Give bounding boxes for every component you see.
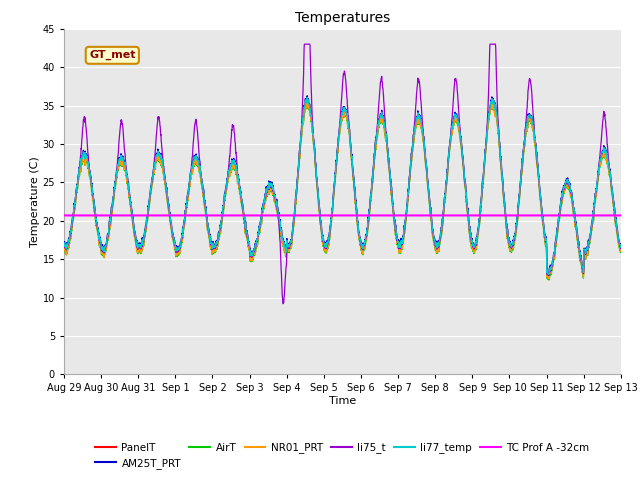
li75_t (216, 231, 223, 237)
li75_t (568, 195, 576, 201)
AirT (617, 249, 625, 255)
AM25T_PRT (504, 234, 512, 240)
NR01_PRT (504, 239, 512, 245)
li75_t (617, 245, 625, 251)
li77_temp (371, 151, 379, 156)
AM25T_PRT (216, 228, 223, 234)
Text: GT_met: GT_met (89, 50, 136, 60)
li77_temp (545, 271, 552, 277)
PanelT (216, 230, 223, 236)
NR01_PRT (568, 197, 576, 203)
PanelT (568, 194, 576, 200)
AM25T_PRT (568, 192, 576, 198)
AM25T_PRT (371, 150, 379, 156)
NR01_PRT (545, 276, 553, 282)
PanelT (371, 153, 379, 159)
PanelT (617, 245, 625, 251)
Y-axis label: Temperature (C): Temperature (C) (29, 156, 40, 247)
TC Prof A -32cm (216, 213, 223, 218)
li77_temp (303, 95, 311, 100)
PanelT (545, 274, 553, 280)
Line: NR01_PRT: NR01_PRT (64, 100, 621, 279)
li75_t (371, 145, 379, 151)
PanelT (504, 237, 512, 242)
TC Prof A -32cm (504, 213, 512, 218)
AirT (216, 234, 223, 240)
X-axis label: Time: Time (329, 396, 356, 406)
NR01_PRT (60, 244, 68, 250)
AirT (60, 246, 68, 252)
NR01_PRT (303, 97, 311, 103)
li75_t (505, 238, 513, 243)
Line: li75_t: li75_t (64, 44, 621, 304)
Line: AM25T_PRT: AM25T_PRT (64, 96, 621, 274)
li75_t (301, 41, 308, 47)
li75_t (280, 301, 287, 307)
Line: li77_temp: li77_temp (64, 97, 621, 274)
AM25T_PRT (545, 271, 553, 277)
AirT (545, 277, 553, 283)
li77_temp (568, 193, 576, 199)
Line: PanelT: PanelT (64, 97, 621, 277)
li77_temp (60, 240, 68, 246)
TC Prof A -32cm (583, 213, 591, 218)
li77_temp (617, 244, 625, 250)
NR01_PRT (584, 250, 591, 256)
TC Prof A -32cm (568, 213, 575, 218)
AirT (568, 198, 576, 204)
Line: AirT: AirT (64, 102, 621, 280)
li77_temp (584, 246, 591, 252)
AM25T_PRT (584, 245, 591, 251)
PanelT (584, 248, 591, 254)
AirT (371, 156, 379, 162)
Legend: PanelT, AM25T_PRT, AirT, NR01_PRT, li75_t, li77_temp, TC Prof A -32cm: PanelT, AM25T_PRT, AirT, NR01_PRT, li75_… (92, 438, 593, 473)
li77_temp (359, 243, 367, 249)
NR01_PRT (216, 233, 223, 239)
PanelT (359, 244, 367, 250)
AM25T_PRT (60, 240, 68, 245)
Title: Temperatures: Temperatures (295, 11, 390, 25)
TC Prof A -32cm (617, 213, 625, 218)
AM25T_PRT (303, 93, 311, 99)
li75_t (359, 247, 367, 253)
li77_temp (216, 229, 223, 235)
NR01_PRT (359, 246, 367, 252)
li75_t (60, 242, 68, 248)
AirT (359, 248, 367, 254)
li75_t (584, 247, 591, 252)
AirT (303, 99, 311, 105)
PanelT (60, 241, 68, 247)
AM25T_PRT (359, 242, 367, 248)
AM25T_PRT (617, 242, 625, 248)
AirT (584, 251, 591, 257)
TC Prof A -32cm (371, 213, 378, 218)
TC Prof A -32cm (358, 213, 366, 218)
NR01_PRT (371, 155, 379, 161)
AirT (504, 240, 512, 246)
PanelT (303, 94, 311, 100)
li77_temp (504, 235, 512, 241)
TC Prof A -32cm (60, 213, 68, 218)
NR01_PRT (617, 247, 625, 253)
